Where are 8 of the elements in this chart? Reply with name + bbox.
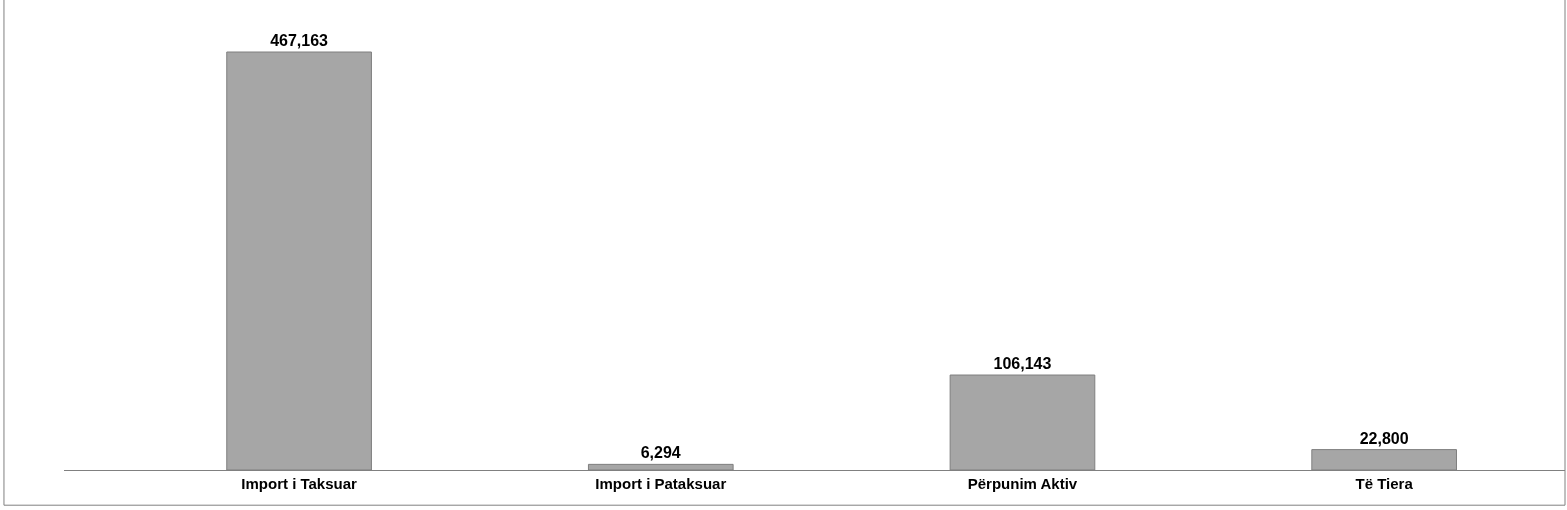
- x-tick-label: Import i Taksuar: [241, 475, 358, 492]
- x-tick-label: Import i Pataksuar: [595, 475, 727, 492]
- data-label: 6,294: [640, 444, 681, 462]
- data-label: 22,800: [1359, 429, 1409, 447]
- x-tick-label: Të Tiera: [1355, 475, 1414, 492]
- data-label: 467,163: [270, 32, 329, 49]
- x-tick-label: Përpunim Aktiv: [967, 475, 1078, 492]
- data-label: 106,143: [993, 355, 1052, 373]
